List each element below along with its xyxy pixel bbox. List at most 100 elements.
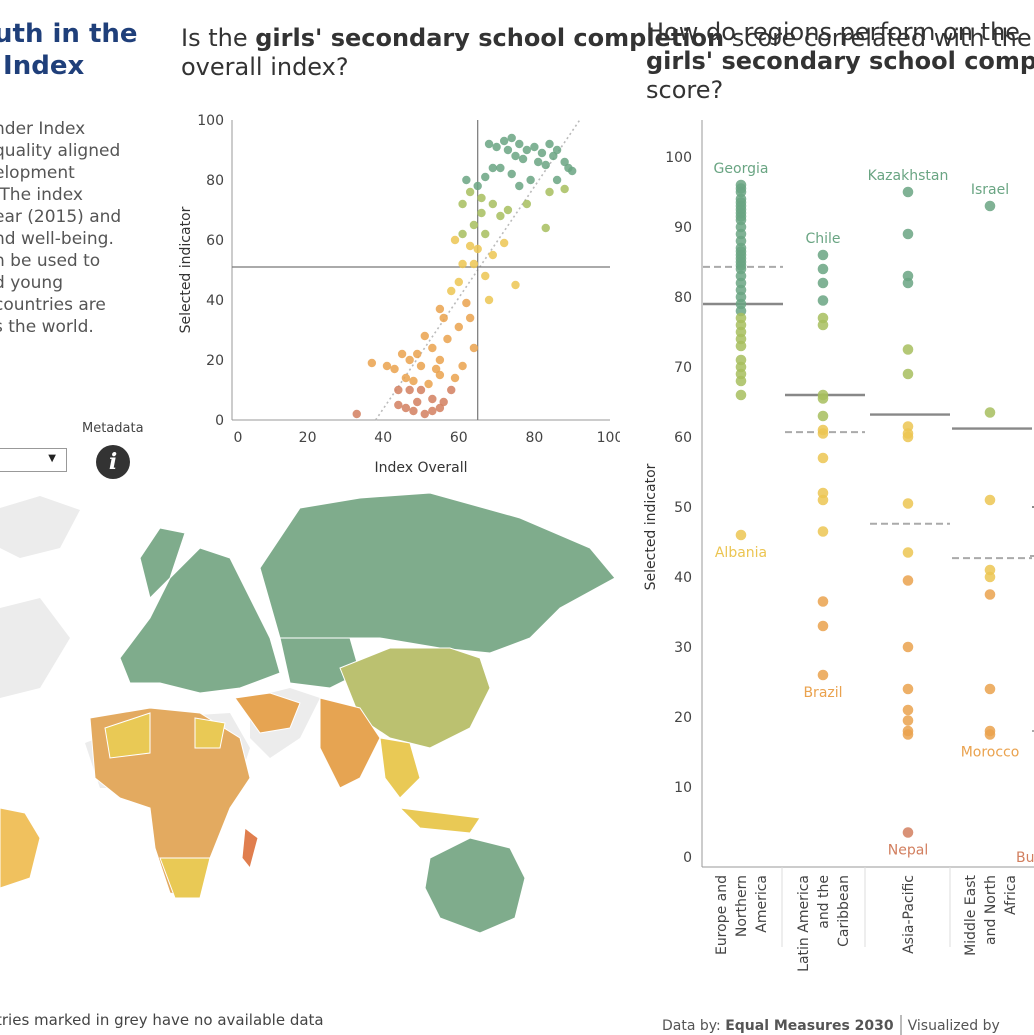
region-point[interactable] [984, 494, 996, 506]
region-point[interactable] [817, 277, 829, 289]
region-point[interactable] [902, 498, 914, 509]
scatter-point[interactable] [560, 184, 569, 194]
scatter-point[interactable] [503, 205, 513, 215]
scatter-point[interactable] [541, 223, 550, 233]
scatter-point[interactable] [416, 385, 426, 395]
scatter-point[interactable] [420, 409, 429, 419]
region-point[interactable] [984, 407, 996, 418]
scatter-point[interactable] [481, 172, 490, 182]
scatter-point[interactable] [401, 403, 411, 413]
scatter-point[interactable] [515, 139, 524, 149]
scatter-point[interactable] [405, 385, 414, 395]
data-source-link[interactable]: Equal Measures 2030 [725, 1018, 894, 1034]
indicator-dropdown[interactable]: ▼ [0, 448, 67, 472]
map-southeast-asia[interactable] [379, 737, 481, 834]
scatter-point[interactable] [507, 133, 516, 143]
region-point[interactable] [817, 452, 829, 464]
scatter-point[interactable] [499, 238, 509, 248]
scatter-point[interactable] [503, 145, 513, 155]
scatter-point[interactable] [458, 259, 467, 269]
region-strip-chart[interactable]: 0 10 20 30 40 50 60 70 80 90 100 Selected indicator… [640, 110, 1034, 990]
region-point[interactable] [735, 529, 747, 541]
scatter-point[interactable] [568, 166, 577, 176]
scatter-point[interactable] [405, 355, 414, 365]
region-point[interactable] [817, 410, 829, 422]
scatter-point[interactable] [499, 136, 509, 146]
scatter-point[interactable] [462, 175, 471, 185]
scatter-point[interactable] [469, 343, 479, 353]
region-point[interactable] [902, 228, 914, 240]
scatter-point[interactable] [488, 250, 498, 260]
scatter-point[interactable] [401, 373, 411, 383]
scatter-point[interactable] [511, 280, 520, 290]
scatter-point[interactable] [420, 331, 429, 341]
scatter-point[interactable] [465, 187, 475, 197]
scatter-point[interactable] [428, 394, 437, 404]
info-icon[interactable]: i [96, 445, 130, 479]
region-point[interactable] [735, 389, 747, 401]
scatter-point[interactable] [409, 406, 418, 416]
scatter-point[interactable] [530, 142, 539, 152]
world-map[interactable] [0, 488, 635, 1008]
region-point[interactable] [817, 620, 829, 632]
region-point[interactable] [902, 344, 914, 355]
scatter-point[interactable] [496, 163, 505, 173]
region-point[interactable] [817, 428, 829, 439]
region-point[interactable] [902, 641, 914, 653]
region-point[interactable] [817, 596, 829, 607]
region-point[interactable] [817, 393, 829, 404]
scatter-point[interactable] [515, 181, 524, 191]
scatter-point[interactable] [428, 343, 437, 353]
scatter-point[interactable] [435, 370, 445, 380]
region-point[interactable] [902, 186, 914, 198]
region-point[interactable] [984, 571, 996, 583]
scatter-point[interactable] [443, 334, 452, 344]
scatter-point[interactable] [469, 259, 479, 269]
map-south-asia[interactable] [319, 697, 381, 789]
region-point[interactable] [817, 319, 829, 331]
scatter-point[interactable] [450, 373, 460, 383]
region-point[interactable] [902, 683, 914, 695]
scatter-point[interactable] [533, 157, 543, 167]
scatter-point[interactable] [552, 175, 562, 185]
region-point[interactable] [817, 249, 829, 261]
scatter-point[interactable] [484, 139, 494, 149]
region-point[interactable] [817, 295, 829, 306]
scatter-point[interactable] [435, 403, 445, 413]
region-point[interactable] [817, 669, 829, 681]
scatter-point[interactable] [522, 199, 532, 209]
map-middle-east[interactable] [234, 692, 301, 734]
scatter-point[interactable] [473, 181, 482, 191]
region-point[interactable] [902, 431, 914, 443]
region-point[interactable] [902, 715, 914, 726]
region-point[interactable] [902, 547, 914, 558]
scatter-point[interactable] [397, 349, 407, 359]
region-point[interactable] [984, 729, 996, 740]
region-point[interactable] [902, 277, 914, 289]
region-point[interactable] [902, 729, 914, 740]
scatter-point[interactable] [526, 175, 535, 185]
region-point[interactable] [902, 368, 914, 380]
scatter-point[interactable] [390, 364, 399, 374]
scatter-point[interactable] [469, 220, 479, 230]
scatter-point[interactable] [394, 400, 403, 410]
scatter-point[interactable] [477, 208, 486, 218]
scatter-point[interactable] [382, 361, 392, 371]
scatter-point[interactable] [458, 229, 467, 239]
scatter-point[interactable] [424, 379, 433, 389]
scatter-point[interactable] [481, 271, 490, 281]
scatter-point[interactable] [454, 322, 463, 332]
scatter-point[interactable] [439, 397, 448, 407]
scatter-point[interactable] [416, 361, 426, 371]
scatter-point[interactable] [477, 193, 486, 203]
scatter-point[interactable] [537, 148, 547, 158]
scatter-point[interactable] [428, 406, 437, 416]
scatter-point[interactable] [458, 361, 467, 371]
region-point[interactable] [984, 683, 996, 695]
scatter-point[interactable] [511, 151, 520, 161]
scatter-point[interactable] [484, 295, 494, 305]
scatter-point[interactable] [522, 145, 532, 155]
scatter-point[interactable] [435, 304, 445, 314]
scatter-point[interactable] [545, 187, 554, 197]
map-china[interactable] [339, 647, 491, 749]
